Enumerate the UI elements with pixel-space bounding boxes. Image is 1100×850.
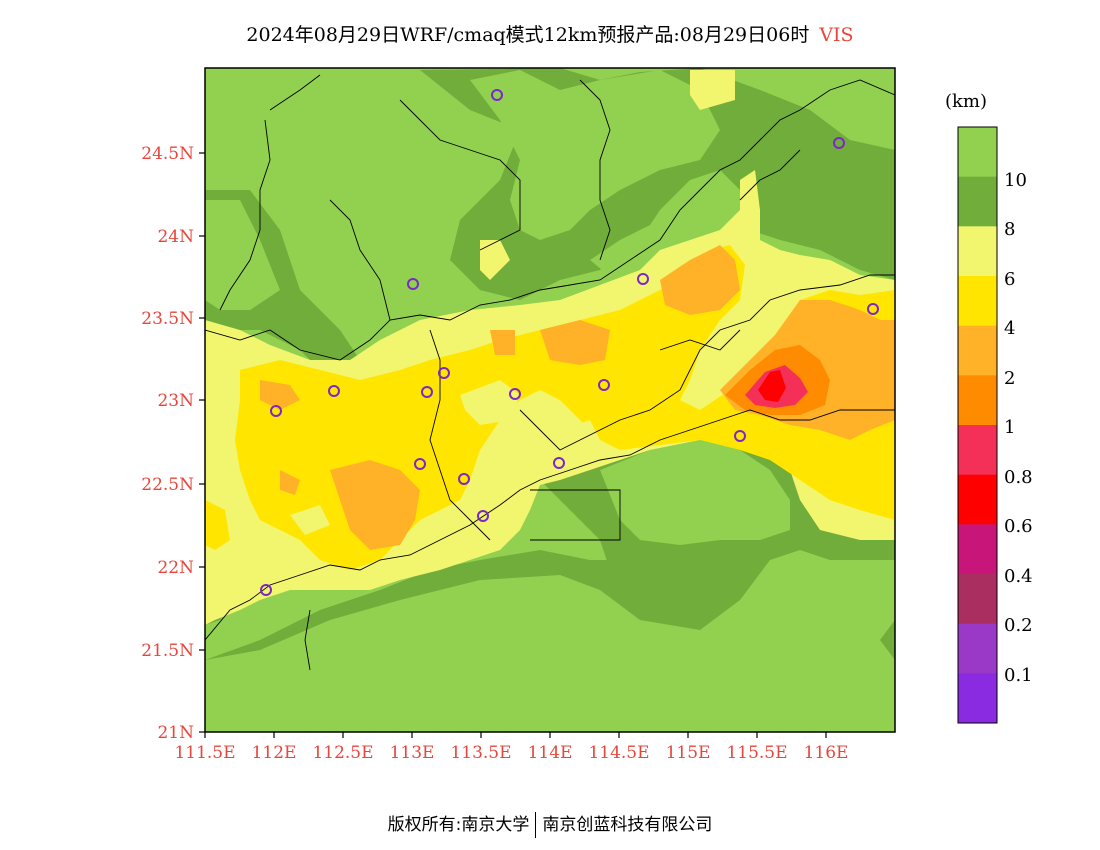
city-marker — [407, 278, 419, 290]
colorbar-label: 4 — [1004, 318, 1015, 339]
lat-tick-label: 22N — [157, 558, 194, 578]
lon-tick-label: 113E — [390, 743, 435, 763]
lon-tick-label: 112.5E — [312, 743, 373, 763]
colorbar-label: 0.6 — [1004, 516, 1033, 537]
lon-tick-label: 114.5E — [588, 743, 649, 763]
colorbar-swatch — [958, 574, 997, 625]
city-marker — [328, 385, 340, 397]
city-marker — [598, 379, 610, 391]
colorbar-label: 0.1 — [1004, 665, 1033, 686]
lat-axis: 24.5N 24N 23.5N 23N 22.5N 22N 21.5N 21N — [141, 144, 205, 743]
colorbar-label: 10 — [1004, 170, 1027, 191]
colorbar-swatch — [958, 276, 997, 327]
city-marker — [477, 510, 489, 522]
city-marker — [833, 137, 845, 149]
colorbar-swatch — [958, 623, 997, 674]
colorbar-label: 0.2 — [1004, 615, 1033, 636]
colorbar-swatch — [958, 226, 997, 277]
lon-tick-label: 115.5E — [726, 743, 787, 763]
colorbar-swatch — [958, 474, 997, 525]
colorbar-swatch — [958, 425, 997, 476]
colorbar-label: 1 — [1004, 417, 1015, 438]
city-marker — [458, 473, 470, 485]
colorbar-swatch — [958, 524, 997, 575]
lat-tick-label: 23.5N — [141, 309, 194, 329]
title-variable: VIS — [819, 24, 854, 46]
lat-tick-label: 24N — [157, 227, 194, 247]
field-6-8-inner — [290, 380, 600, 535]
footer-right: 南京创蓝科技有限公司 — [542, 815, 713, 835]
colorbar-swatch — [958, 375, 997, 426]
field-06-08 — [758, 370, 786, 402]
colorbar-swatch — [958, 176, 997, 227]
city-marker — [553, 457, 565, 469]
field-gt10-inner — [205, 70, 895, 732]
city-marker — [270, 405, 282, 417]
city-marker — [734, 430, 746, 442]
city-marker — [414, 458, 426, 470]
colorbar: (km) 10 8 6 4 2 1 0.8 0.6 0.4 0.2 0.1 — [945, 91, 1033, 724]
lon-axis: 111.5E 112E 112.5E 113E 113.5E 114E 114.… — [174, 732, 848, 763]
colorbar-unit: (km) — [945, 91, 987, 112]
boundaries — [205, 74, 895, 671]
colorbar-label: 2 — [1004, 368, 1015, 389]
lon-tick-label: 115E — [666, 743, 711, 763]
footer-divider — [535, 812, 537, 838]
colorbar-label: 6 — [1004, 269, 1015, 290]
chart-title: 2024年08月29日WRF/cmaq模式12km预报产品:08月29日06时 V… — [0, 20, 1100, 47]
lon-tick-label: 113.5E — [450, 743, 511, 763]
lat-tick-label: 22.5N — [141, 475, 194, 495]
colorbar-swatches — [958, 127, 997, 724]
colorbar-swatch — [958, 325, 997, 376]
footer-left: 版权所有:南京大学 — [387, 815, 530, 835]
city-marker — [491, 89, 503, 101]
city-marker — [509, 388, 521, 400]
copyright-footer: 版权所有:南京大学 南京创蓝科技有限公司 — [0, 810, 1100, 838]
lon-tick-label: 112E — [252, 743, 297, 763]
city-marker — [867, 303, 879, 315]
lat-tick-label: 21N — [157, 723, 194, 743]
lon-tick-label: 116E — [804, 743, 849, 763]
colorbar-label: 0.4 — [1004, 566, 1033, 587]
city-marker — [637, 273, 649, 285]
city-markers — [260, 89, 879, 596]
colorbar-frame — [957, 126, 998, 724]
colorbar-swatch — [958, 673, 997, 724]
city-marker — [421, 386, 433, 398]
lon-tick-label: 114E — [528, 743, 573, 763]
lat-tick-label: 21.5N — [141, 641, 194, 661]
city-marker — [438, 367, 450, 379]
lat-tick-label: 24.5N — [141, 144, 194, 164]
lat-tick-label: 23N — [157, 391, 194, 411]
colorbar-label: 8 — [1004, 219, 1015, 240]
colorbar-swatch — [958, 127, 997, 178]
map-field — [205, 68, 895, 732]
title-main: 2024年08月29日WRF/cmaq模式12km预报产品:08月29日06时 — [246, 24, 810, 46]
lon-tick-label: 111.5E — [174, 743, 235, 763]
city-marker — [260, 584, 272, 596]
colorbar-label: 0.8 — [1004, 467, 1033, 488]
